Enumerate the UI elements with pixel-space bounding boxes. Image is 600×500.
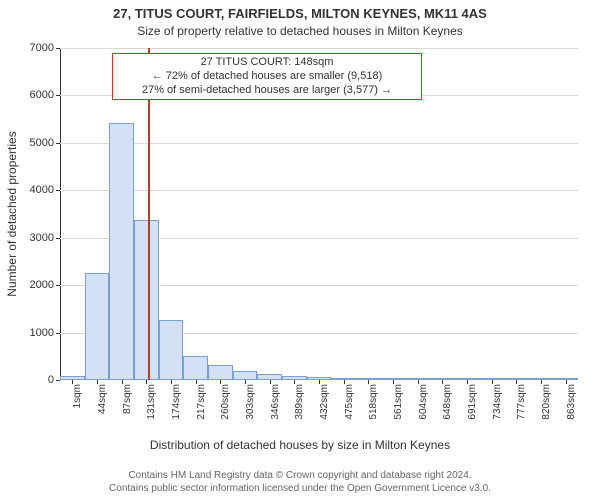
gridline bbox=[60, 190, 578, 191]
x-tick-label: 87sqm bbox=[122, 384, 133, 414]
x-tick-label: 389sqm bbox=[294, 384, 305, 420]
y-tick-label: 5000 bbox=[30, 137, 54, 149]
x-tick-label: 174sqm bbox=[171, 384, 182, 420]
x-tick-label: 691sqm bbox=[467, 384, 478, 420]
x-tick-label: 820sqm bbox=[541, 384, 552, 420]
y-tick-mark bbox=[56, 333, 60, 334]
y-tick-label: 7000 bbox=[30, 42, 54, 54]
x-tick-label: 734sqm bbox=[492, 384, 503, 420]
x-tick-label: 1sqm bbox=[72, 384, 83, 408]
chart-title-line1: 27, TITUS COURT, FAIRFIELDS, MILTON KEYN… bbox=[0, 6, 600, 21]
y-tick-label: 6000 bbox=[30, 89, 54, 101]
annotation-box: 27 TITUS COURT: 148sqm ← 72% of detached… bbox=[112, 53, 422, 100]
bar bbox=[159, 320, 184, 380]
y-tick-mark bbox=[56, 238, 60, 239]
footer-line1: Contains HM Land Registry data © Crown c… bbox=[0, 470, 600, 483]
y-axis-line bbox=[60, 48, 61, 380]
annotation-line1: 27 TITUS COURT: 148sqm bbox=[119, 56, 415, 70]
y-tick-mark bbox=[56, 143, 60, 144]
y-tick-label: 4000 bbox=[30, 184, 54, 196]
x-tick-label: 863sqm bbox=[566, 384, 577, 420]
footer: Contains HM Land Registry data © Crown c… bbox=[0, 470, 600, 495]
x-tick-label: 561sqm bbox=[393, 384, 404, 420]
y-tick-label: 3000 bbox=[30, 232, 54, 244]
x-tick-label: 260sqm bbox=[220, 384, 231, 420]
chart-frame: 27, TITUS COURT, FAIRFIELDS, MILTON KEYN… bbox=[0, 0, 600, 500]
y-axis-label: Number of detached properties bbox=[5, 131, 19, 296]
bar bbox=[183, 356, 208, 380]
y-tick-mark bbox=[56, 95, 60, 96]
x-tick-label: 648sqm bbox=[442, 384, 453, 420]
gridline bbox=[60, 48, 578, 49]
x-tick-label: 131sqm bbox=[146, 384, 157, 420]
chart-title-line2: Size of property relative to detached ho… bbox=[0, 24, 600, 38]
gridline bbox=[60, 143, 578, 144]
x-tick-label: 346sqm bbox=[270, 384, 281, 420]
x-tick-label: 44sqm bbox=[97, 384, 108, 414]
x-tick-label: 518sqm bbox=[368, 384, 379, 420]
y-tick-label: 2000 bbox=[30, 279, 54, 291]
x-tick-label: 604sqm bbox=[418, 384, 429, 420]
footer-line2: Contains public sector information licen… bbox=[0, 483, 600, 496]
bar bbox=[85, 273, 110, 380]
annotation-line2: ← 72% of detached houses are smaller (9,… bbox=[119, 70, 415, 84]
x-tick-label: 777sqm bbox=[516, 384, 527, 420]
x-tick-label: 217sqm bbox=[196, 384, 207, 420]
y-tick-mark bbox=[56, 48, 60, 49]
y-tick-mark bbox=[56, 190, 60, 191]
annotation-line3: 27% of semi-detached houses are larger (… bbox=[119, 84, 415, 98]
y-tick-label: 0 bbox=[48, 374, 54, 386]
bar bbox=[109, 123, 134, 380]
bar bbox=[134, 220, 159, 380]
y-tick-mark bbox=[56, 380, 60, 381]
bar bbox=[233, 371, 258, 380]
y-tick-label: 1000 bbox=[30, 327, 54, 339]
bar bbox=[208, 365, 233, 380]
x-tick-label: 475sqm bbox=[344, 384, 355, 420]
x-axis-label: Distribution of detached houses by size … bbox=[0, 438, 600, 452]
x-tick-label: 432sqm bbox=[319, 384, 330, 420]
y-tick-mark bbox=[56, 285, 60, 286]
x-tick-label: 303sqm bbox=[245, 384, 256, 420]
